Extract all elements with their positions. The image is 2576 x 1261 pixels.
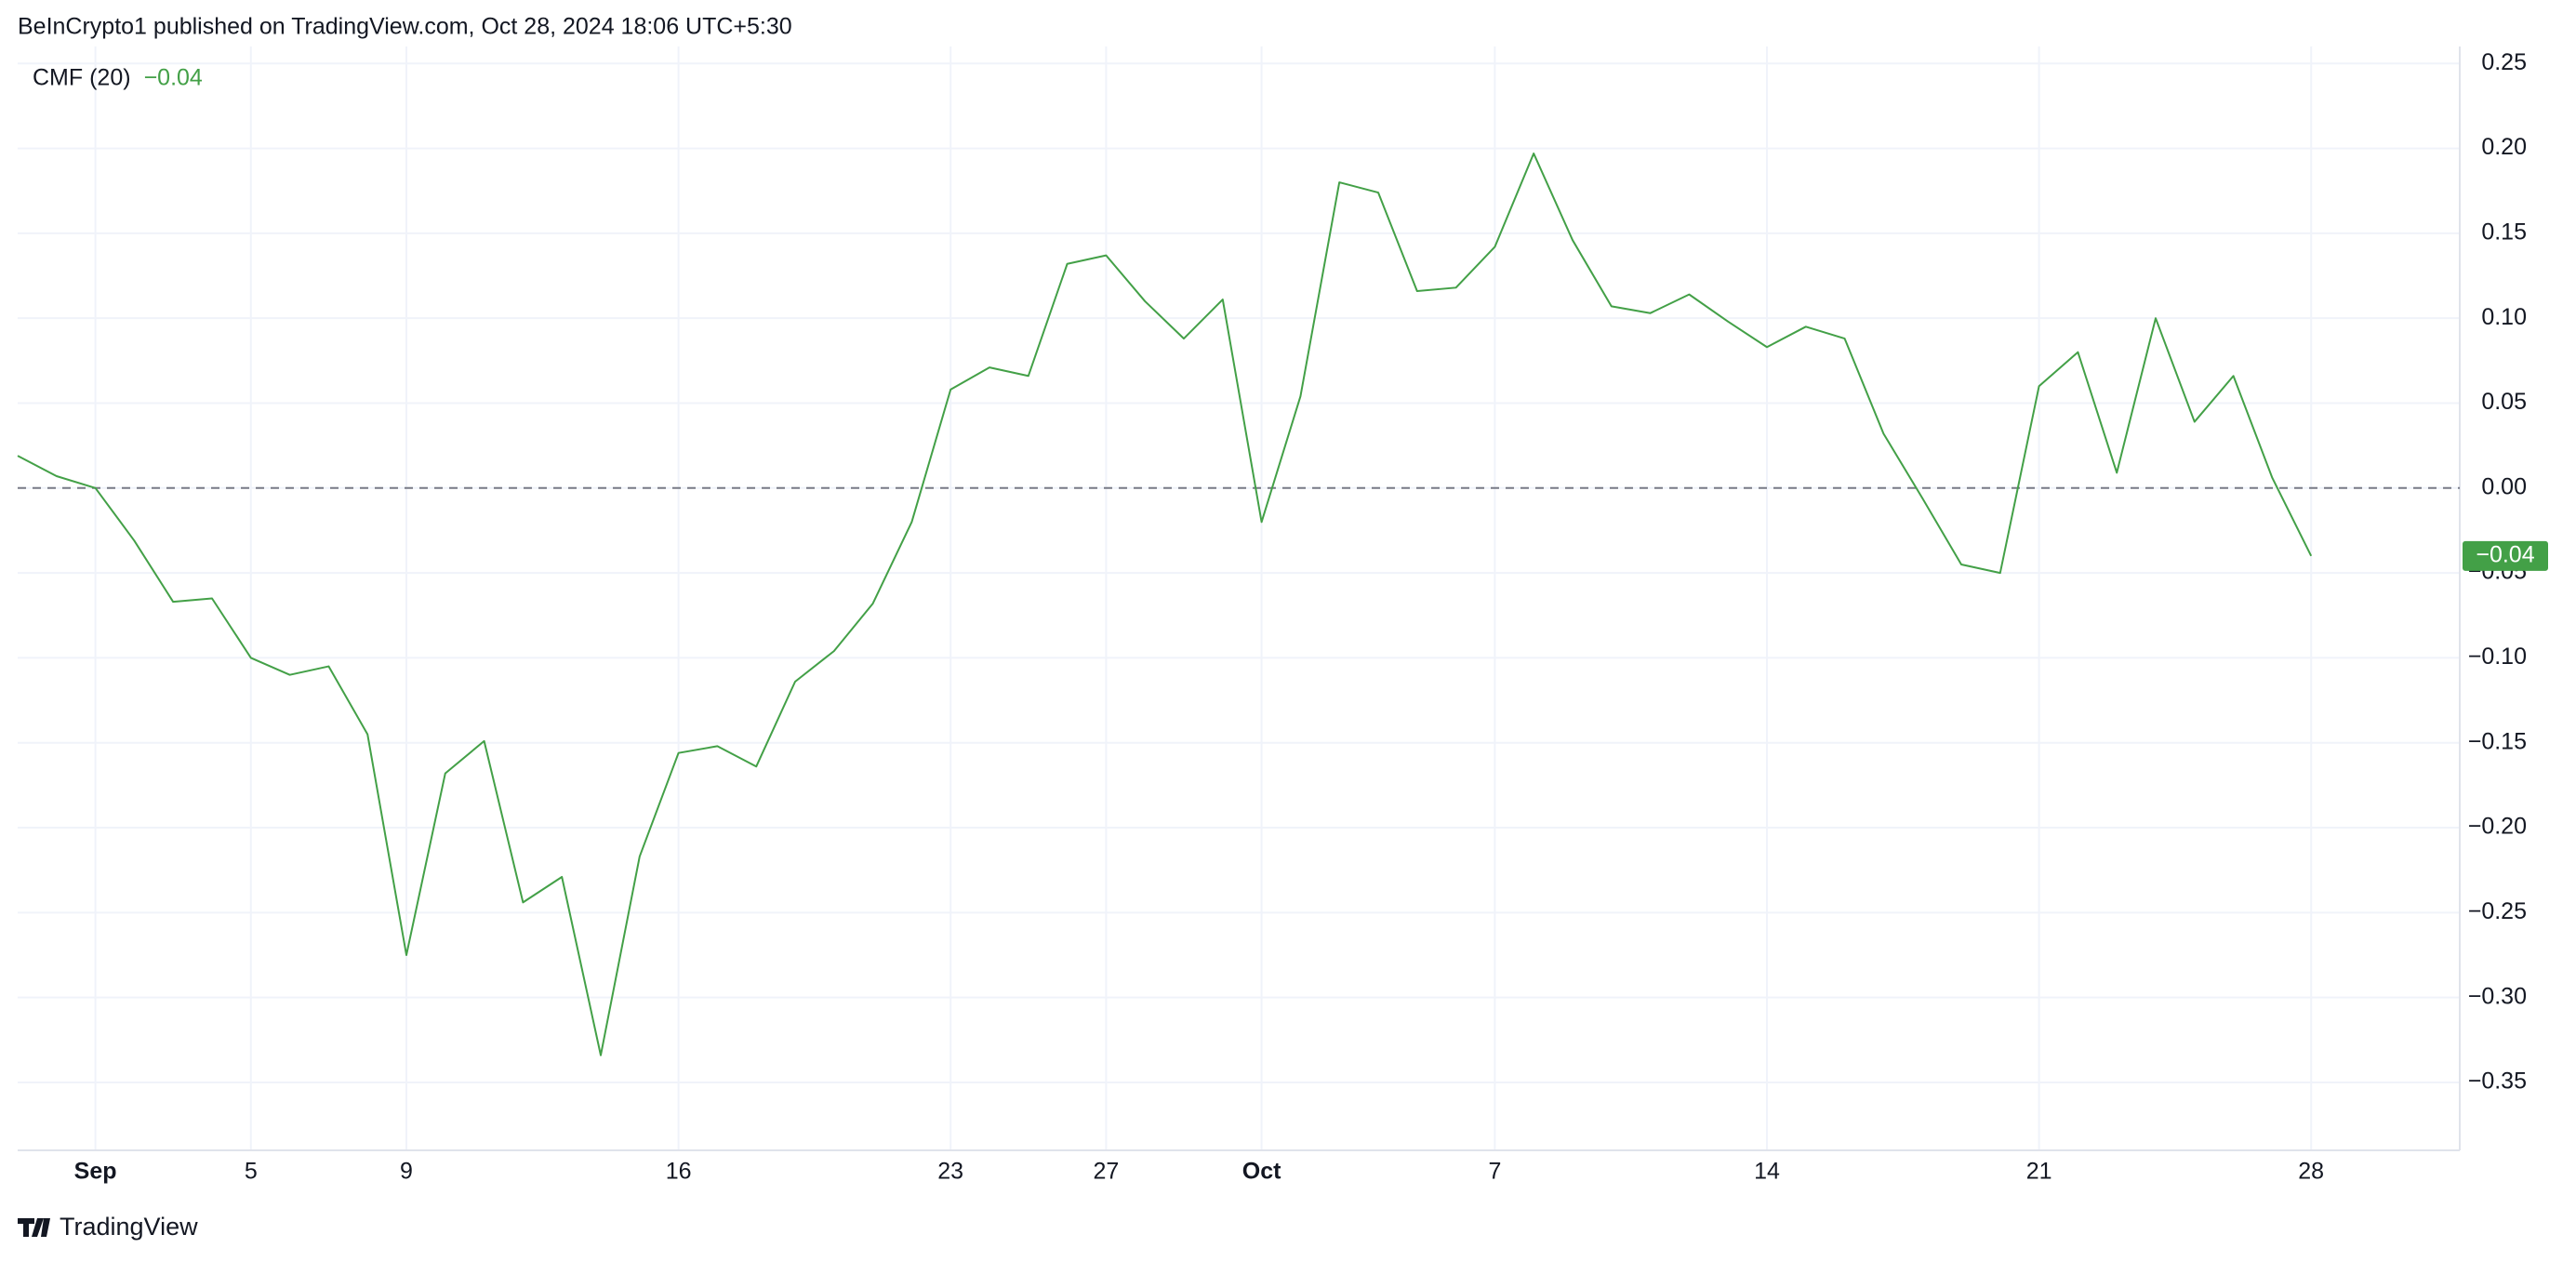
x-tick-label: 21 [2026,1159,2052,1185]
y-tick-label: −0.25 [2468,898,2527,924]
footer-text: TradingView [60,1213,198,1241]
x-tick-label: 14 [1754,1159,1780,1185]
x-tick-label: 9 [400,1159,413,1185]
x-tick-label: 5 [245,1159,258,1185]
y-tick-label: −0.10 [2468,644,2527,670]
x-tick-label: Oct [1242,1159,1281,1185]
y-tick-label: 0.25 [2481,49,2527,75]
footer-logo: TradingView [18,1213,198,1241]
y-tick-label: −0.15 [2468,728,2527,754]
y-tick-label: 0.00 [2481,473,2527,499]
y-tick-label: 0.05 [2481,389,2527,415]
y-tick-label: 0.20 [2481,134,2527,160]
last-value-badge [2463,540,2548,571]
grid [18,46,2460,1150]
x-tick-label: Sep [74,1159,117,1185]
y-tick-label: −0.20 [2468,814,2527,840]
last-value-label: −0.04 [2476,541,2534,567]
x-tick-label: 28 [2298,1159,2324,1185]
header: BeInCrypto1 published on TradingView.com… [18,14,792,40]
series-line [17,153,2313,1056]
x-tick-label: 7 [1488,1159,1501,1185]
plot-border [18,46,2461,1151]
y-tick-label: 0.10 [2481,304,2527,330]
x-tick-label: 27 [1093,1159,1119,1185]
y-tick-label: −0.30 [2468,983,2527,1009]
x-tick-label: 23 [937,1159,963,1185]
legend-value: −0.04 [144,65,203,91]
y-tick-label: 0.15 [2481,219,2527,245]
y-tick-label: −0.35 [2468,1069,2527,1095]
x-tick-label: 16 [666,1159,692,1185]
legend-name: CMF (20) [33,65,131,91]
